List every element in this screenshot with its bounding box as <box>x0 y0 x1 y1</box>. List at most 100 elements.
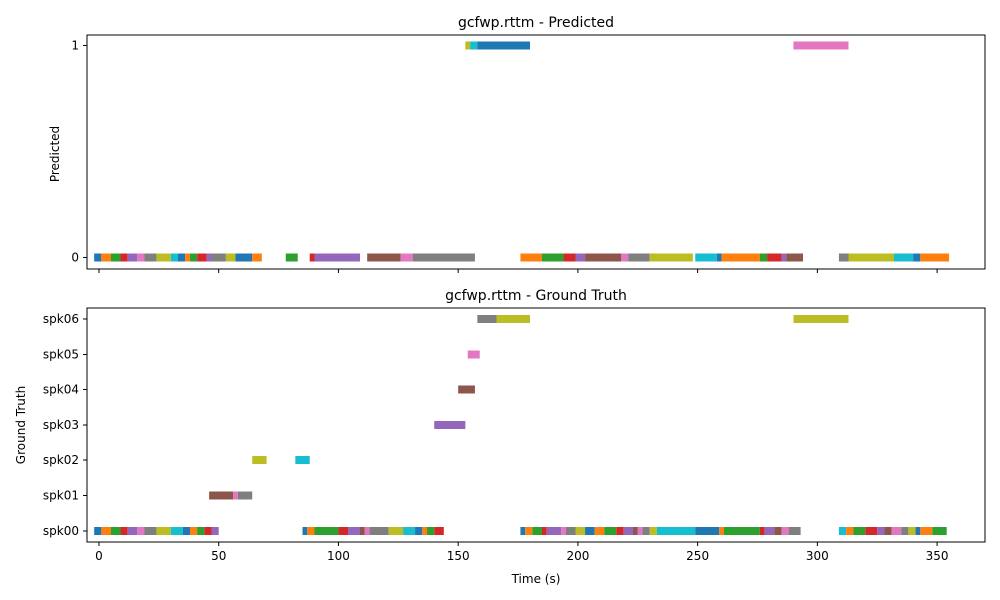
ground-truth-segment <box>920 527 933 535</box>
ground-truth-x-tick-label: 150 <box>447 549 470 563</box>
ground-truth-segment <box>189 527 198 535</box>
ground-truth-segment <box>359 527 365 535</box>
predicted-segment <box>189 253 198 262</box>
ground-truth-segment <box>632 527 638 535</box>
predicted-segment <box>465 41 471 50</box>
predicted-ticks: 01 <box>71 39 938 273</box>
ground-truth-segment <box>623 527 633 535</box>
ground-truth-segment <box>774 527 782 535</box>
predicted-segment <box>197 253 207 262</box>
ground-truth-segment <box>525 527 533 535</box>
ground-truth-ticks: 0 50 100 150 200 250 300 350 spk00 spk01 spk02 spk0… <box>43 312 949 563</box>
ground-truth-segment <box>764 527 775 535</box>
ground-truth-segment <box>127 527 138 535</box>
predicted-y-tick-label: 1 <box>71 39 79 53</box>
ground-truth-axes-frame <box>86 307 986 543</box>
ground-truth-segment <box>884 527 892 535</box>
predicted-segment <box>793 41 849 50</box>
predicted-segment <box>913 253 921 262</box>
predicted-segment <box>848 253 895 262</box>
ground-truth-segment <box>793 315 849 323</box>
predicted-segment <box>177 253 186 262</box>
predicted-segment <box>894 253 914 262</box>
ground-truth-x-tick-label: 100 <box>327 549 350 563</box>
ground-truth-segment <box>364 527 370 535</box>
ground-truth-segment <box>209 491 234 500</box>
ground-truth-segment <box>541 527 547 535</box>
ground-truth-segment <box>137 527 145 535</box>
ground-truth-y-tick-label: spk04 <box>43 383 79 397</box>
ground-truth-x-axis-label: Time (s) <box>511 572 561 586</box>
predicted-segment <box>585 253 622 262</box>
ground-truth-segment <box>348 527 360 535</box>
ground-truth-y-axis-label: Ground Truth <box>14 386 28 464</box>
predicted-segment <box>721 253 760 262</box>
ground-truth-x-tick-label: 200 <box>566 549 589 563</box>
ground-truth-y-tick-label: spk03 <box>43 418 79 432</box>
ground-truth-y-tick-label: spk06 <box>43 312 79 326</box>
ground-truth-segment <box>908 527 916 535</box>
predicted-segment <box>94 253 102 262</box>
predicted-segment <box>235 253 253 262</box>
ground-truth-segment <box>656 527 696 535</box>
ground-truth-segment <box>520 527 526 535</box>
ground-truth-segment <box>788 527 801 535</box>
ground-truth-y-tick-label: spk00 <box>43 524 79 538</box>
predicted-segment <box>367 253 401 262</box>
ground-truth-segment <box>101 527 111 535</box>
predicted-segment <box>170 253 178 262</box>
ground-truth-segment <box>314 527 339 535</box>
ground-truth-segment <box>781 527 789 535</box>
ground-truth-segment <box>877 527 885 535</box>
ground-truth-segment <box>695 527 720 535</box>
predicted-segment <box>759 253 768 262</box>
predicted-segment <box>225 253 236 262</box>
ground-truth-chart-title: gcfwp.rttm - Ground Truth <box>445 288 627 304</box>
ground-truth-segment <box>458 385 475 394</box>
predicted-segment <box>120 253 128 262</box>
predicted-segment <box>628 253 650 262</box>
predicted-segment <box>206 253 212 262</box>
ground-truth-segment <box>719 527 724 535</box>
predicted-segment <box>185 253 190 262</box>
ground-truth-segment <box>604 527 617 535</box>
ground-truth-x-tick-label: 250 <box>686 549 709 563</box>
predicted-segment <box>211 253 226 262</box>
ground-truth-x-tick-label: 300 <box>806 549 829 563</box>
ground-truth-segment <box>853 527 866 535</box>
ground-truth-segment <box>532 527 542 535</box>
ground-truth-segment <box>197 527 205 535</box>
predicted-axes: gcfwp.rttm - Predicted Predicted 01 <box>48 15 986 273</box>
ground-truth-x-tick-label: 350 <box>926 549 949 563</box>
predicted-segment <box>563 253 576 262</box>
ground-truth-x-tick-label: 50 <box>211 549 226 563</box>
predicted-segment <box>920 253 950 262</box>
predicted-segment <box>137 253 145 262</box>
ground-truth-segment <box>144 527 157 535</box>
predicted-segment <box>144 253 157 262</box>
ground-truth-segment <box>901 527 909 535</box>
ground-truth-segment <box>477 315 497 323</box>
ground-truth-segment <box>233 491 238 500</box>
ground-truth-segment <box>94 527 102 535</box>
ground-truth-segment <box>252 456 267 464</box>
predicted-segment <box>838 253 849 262</box>
ground-truth-segment <box>211 527 219 535</box>
predicted-segment <box>156 253 171 262</box>
ground-truth-segment <box>302 527 308 535</box>
predicted-y-tick-label: 0 <box>71 251 79 265</box>
ground-truth-segments <box>94 315 947 535</box>
ground-truth-segment <box>237 491 253 500</box>
ground-truth-y-tick-label: spk01 <box>43 489 79 503</box>
predicted-segment <box>252 253 262 262</box>
predicted-segment <box>621 253 629 262</box>
ground-truth-segment <box>546 527 562 535</box>
ground-truth-segment <box>415 527 423 535</box>
predicted-segment <box>477 41 531 50</box>
ground-truth-segment <box>403 527 416 535</box>
ground-truth-segment <box>120 527 128 535</box>
predicted-segment <box>649 253 693 262</box>
ground-truth-segment <box>427 527 435 535</box>
